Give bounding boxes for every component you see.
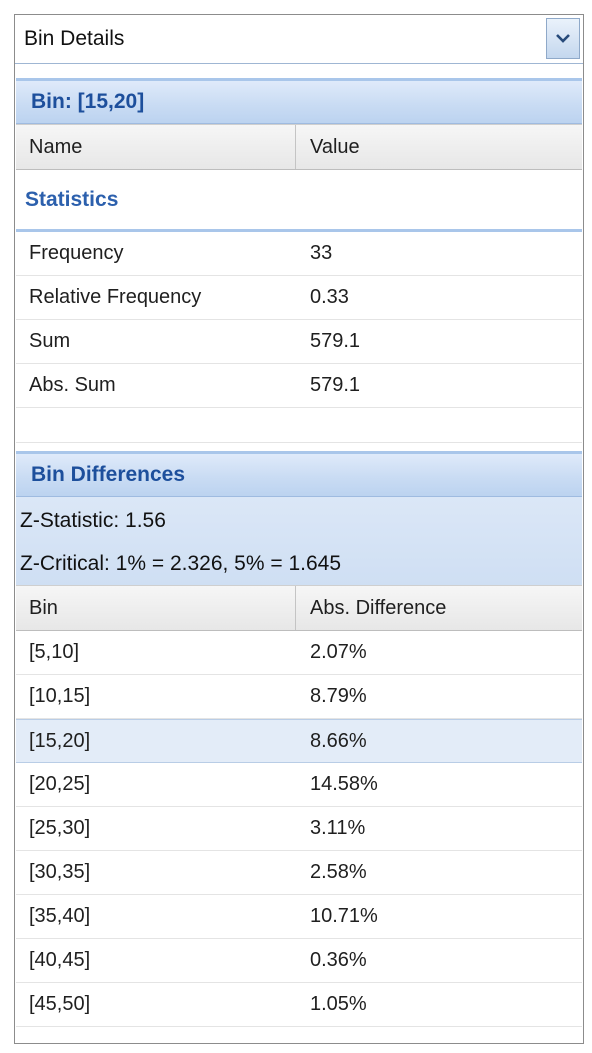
bin-group-title: Bin: [15,20] (31, 90, 145, 113)
table-row[interactable]: Relative Frequency 0.33 (16, 276, 582, 320)
column-bin-header[interactable]: Bin (16, 586, 296, 630)
table-row[interactable]: [30,35] 2.58% (16, 851, 582, 895)
diff-cell: 14.58% (310, 773, 378, 795)
diff-cell: 8.79% (310, 685, 367, 707)
differences-column-header: Bin Abs. Difference (16, 585, 582, 631)
differences-group-title: Bin Differences (31, 463, 186, 486)
stat-name: Sum (29, 330, 71, 352)
table-row[interactable]: Frequency 33 (16, 232, 582, 276)
table-row[interactable]: Sum 579.1 (16, 320, 582, 364)
z-statistic-text: Z-Statistic: 1.56 (20, 509, 166, 532)
z-statistics-area: Z-Statistic: 1.56 Z-Critical: 1% = 2.326… (16, 497, 582, 585)
bin-cell: [25,30] (29, 817, 91, 839)
properties-column-header: Name Value (16, 124, 582, 170)
bin-cell: [35,40] (29, 905, 91, 927)
stat-value: 33 (310, 242, 333, 264)
stat-value: 579.1 (310, 374, 361, 396)
stat-value: 0.33 (310, 286, 349, 308)
column-value-header[interactable]: Value (310, 135, 360, 158)
differences-rows: [5,10] 2.07% [10,15] 8.79% [15,20] 8.66%… (16, 631, 582, 1027)
bin-cell: [20,25] (29, 773, 91, 795)
diff-cell: 1.05% (310, 993, 367, 1015)
view-selector-value: Bin Details (24, 27, 125, 50)
bin-cell: [5,10] (29, 641, 80, 663)
bin-details-panel: Bin Details Bin: [15,20] Name Value Stat… (14, 14, 584, 1044)
diff-cell: 2.58% (310, 861, 367, 883)
table-row[interactable]: [25,30] 3.11% (16, 807, 582, 851)
view-selector-dropdown[interactable]: Bin Details (15, 15, 583, 64)
table-row[interactable]: Abs. Sum 579.1 (16, 364, 582, 408)
column-name-header[interactable]: Name (16, 125, 296, 169)
differences-group: Bin Differences Z-Statistic: 1.56 Z-Crit… (16, 451, 582, 1027)
bin-cell: [40,45] (29, 949, 91, 971)
chevron-down-icon (556, 34, 570, 43)
statistics-rows: Frequency 33 Relative Frequency 0.33 Sum… (16, 232, 582, 443)
bin-group: Bin: [15,20] Name Value Statistics Frequ… (16, 78, 582, 443)
diff-cell: 0.36% (310, 949, 367, 971)
bin-group-header[interactable]: Bin: [15,20] (16, 78, 582, 124)
table-row[interactable]: [45,50] 1.05% (16, 983, 582, 1027)
stat-value: 579.1 (310, 330, 361, 352)
bin-cell: [15,20] (29, 729, 91, 752)
table-row[interactable]: [10,15] 8.79% (16, 675, 582, 719)
diff-cell: 10.71% (310, 905, 378, 927)
diff-cell: 2.07% (310, 641, 367, 663)
table-row[interactable]: [20,25] 14.58% (16, 763, 582, 807)
statistics-section-title: Statistics (16, 170, 582, 232)
table-row[interactable]: [5,10] 2.07% (16, 631, 582, 675)
bin-cell: [45,50] (29, 993, 91, 1015)
bin-cell: [10,15] (29, 685, 91, 707)
diff-cell: 3.11% (310, 817, 366, 839)
stat-name: Frequency (29, 242, 124, 264)
z-critical-text: Z-Critical: 1% = 2.326, 5% = 1.645 (20, 552, 341, 575)
column-abs-diff-header[interactable]: Abs. Difference (310, 596, 447, 619)
stat-name: Relative Frequency (29, 286, 202, 308)
diff-cell: 8.66% (310, 729, 367, 752)
bin-cell: [30,35] (29, 861, 91, 883)
dropdown-arrow-button[interactable] (546, 18, 580, 59)
table-row-selected[interactable]: [15,20] 8.66% (16, 719, 582, 763)
stat-name: Abs. Sum (29, 374, 116, 396)
table-row[interactable]: [35,40] 10.71% (16, 895, 582, 939)
differences-group-header[interactable]: Bin Differences (16, 451, 582, 497)
table-spacer (16, 408, 582, 443)
table-row[interactable]: [40,45] 0.36% (16, 939, 582, 983)
